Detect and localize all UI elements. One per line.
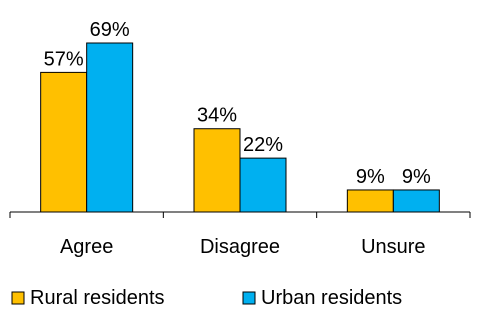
x-tick-label-unsure: Unsure [361,236,425,258]
legend-swatch-urban [242,291,256,305]
data-label-unsure-rural: 9% [356,166,385,188]
bar-disagree-rural [193,128,241,213]
data-labels-group: 57% 69% 34% 22% 9% 9% [44,19,431,188]
data-label-disagree-urban: 22% [243,134,283,156]
bar-agree-urban [86,42,134,213]
bar-unsure-urban [392,189,440,213]
x-tick-labels: Agree Disagree Unsure [60,236,426,258]
x-axis [9,211,471,218]
legend-swatch-rural [11,291,25,305]
data-label-agree-urban: 69% [90,19,130,41]
x-tick-label-disagree: Disagree [200,236,280,258]
bar-agree-rural [40,71,88,213]
bar-unsure-rural [346,189,394,213]
data-label-agree-rural: 57% [44,48,84,70]
legend-label-rural: Rural residents [30,287,165,309]
bars-group [40,42,440,213]
data-label-unsure-urban: 9% [402,166,431,188]
x-tick-label-agree: Agree [60,236,113,258]
legend-label-urban: Urban residents [261,287,402,309]
data-label-disagree-rural: 34% [197,105,237,127]
legend: Rural residents Urban residents [11,287,402,309]
bar-disagree-urban [239,157,287,213]
